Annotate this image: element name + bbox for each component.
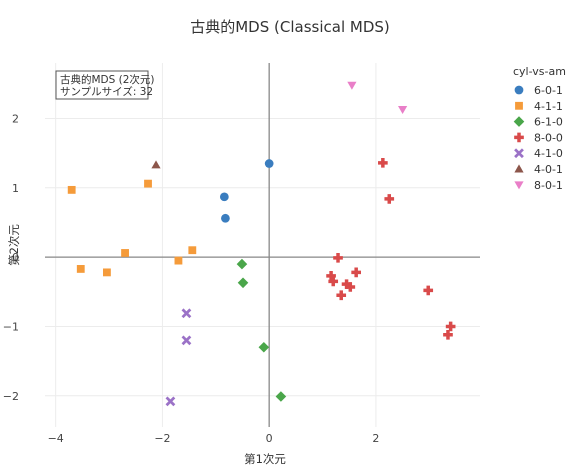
data-point-6-0-1 [219,192,229,202]
annotation-line-2: サンプルサイズ: 32 [60,85,153,98]
data-point-4-0-1 [151,160,161,169]
data-point-8-0-1 [347,81,357,90]
data-point-8-0-0 [443,329,453,340]
data-point-8-0-0 [423,285,434,296]
x-tick-label: −2 [154,432,170,445]
data-point-6-1-0 [258,341,270,353]
legend-marker-6-1-0 [513,116,525,127]
data-point-6-0-1 [221,213,230,223]
data-point-8-0-0 [333,252,343,263]
data-point-8-0-0 [341,279,352,290]
data-point-4-1-0 [181,308,192,319]
data-point-8-0-0 [445,321,456,332]
legend-label-6-0-1: 6-0-1 [534,84,563,97]
data-point-8-0-0 [336,290,347,301]
legend-label-4-1-0: 4-1-0 [534,147,563,160]
data-point-4-1-0 [181,335,192,346]
grid-lines [45,63,480,427]
data-point-6-1-0 [237,277,249,289]
legend-marker-6-0-1 [514,85,524,95]
data-point-4-1-0 [165,396,176,407]
data-point-4-1-1 [174,256,183,265]
y-axis-title: 第2次元 [7,224,21,266]
legend-marker-4-1-0 [514,148,524,159]
legend: cyl-vs-am 6-0-1 4-1-1 6-1-0 8-0-0 4-1-0 4-0-1… [513,65,566,192]
data-point-8-0-0 [326,271,336,281]
legend-label-4-1-1: 4-1-1 [534,100,563,113]
y-tick-labels: −2 −1 0 1 2 [3,112,19,402]
chart-title: 古典的MDS (Classical MDS) [190,18,390,36]
x-tick-labels: −4 −2 0 2 [48,432,380,445]
data-point-8-0-1 [398,106,408,115]
data-point-8-0-0 [328,276,339,287]
legend-title: cyl-vs-am [513,65,566,78]
data-point-8-0-0 [351,267,362,278]
y-tick-label: −1 [3,320,19,333]
legend-label-8-0-0: 8-0-0 [534,131,563,144]
x-tick-label: 0 [266,432,273,445]
data-point-8-0-0 [345,282,356,292]
x-tick-label: −4 [48,432,64,445]
annotation-line-1: 古典的MDS (2次元) [60,73,155,86]
legend-marker-8-0-0 [514,132,524,143]
legend-label-6-1-0: 6-1-0 [534,116,563,129]
y-tick-label: 2 [12,112,19,125]
data-point-4-1-1 [144,179,152,188]
data-point-6-0-1 [264,159,274,168]
legend-marker-8-0-1 [514,181,524,190]
legend-marker-4-0-1 [514,164,524,173]
sample-annotation: 古典的MDS (2次元) サンプルサイズ: 32 [55,70,155,100]
y-tick-label: −2 [3,390,19,403]
x-tick-label: 2 [372,432,379,445]
annotation-box [55,70,149,100]
zero-lines [45,63,480,427]
data-point-6-1-0 [275,391,287,402]
data-point-6-1-0 [236,258,248,270]
data-point-8-0-0 [384,194,395,204]
data-point-4-1-1 [76,265,85,273]
data-point-4-1-1 [67,185,76,194]
data-point-4-1-1 [103,268,111,277]
x-axis-title: 第1次元 [244,452,286,466]
legend-label-8-0-1: 8-0-1 [534,179,563,192]
legend-label-4-0-1: 4-0-1 [534,163,563,176]
y-tick-label: 1 [12,182,19,195]
data-point-4-1-1 [188,246,197,255]
data-point-8-0-0 [378,158,388,168]
data-points [67,81,456,407]
y-tick-label: 0 [12,251,19,264]
data-point-4-1-1 [121,249,129,257]
legend-marker-4-1-1 [515,101,523,110]
